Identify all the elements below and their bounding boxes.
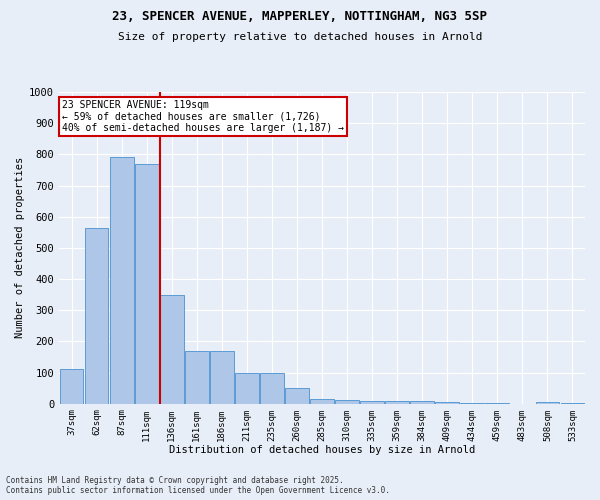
- Bar: [59, 370, 83, 404]
- Bar: [85, 228, 109, 404]
- Text: Contains HM Land Registry data © Crown copyright and database right 2025.
Contai: Contains HM Land Registry data © Crown c…: [6, 476, 390, 495]
- Text: Size of property relative to detached houses in Arnold: Size of property relative to detached ho…: [118, 32, 482, 42]
- Text: 23, SPENCER AVENUE, MAPPERLEY, NOTTINGHAM, NG3 5SP: 23, SPENCER AVENUE, MAPPERLEY, NOTTINGHA…: [113, 10, 487, 23]
- Bar: [410, 401, 434, 404]
- Bar: [460, 403, 484, 404]
- Bar: [110, 158, 134, 404]
- Bar: [310, 399, 334, 404]
- X-axis label: Distribution of detached houses by size in Arnold: Distribution of detached houses by size …: [169, 445, 475, 455]
- Bar: [260, 374, 284, 404]
- Bar: [560, 403, 584, 404]
- Bar: [335, 400, 359, 404]
- Bar: [536, 402, 559, 404]
- Bar: [160, 295, 184, 404]
- Bar: [135, 164, 158, 404]
- Y-axis label: Number of detached properties: Number of detached properties: [15, 157, 25, 338]
- Text: 23 SPENCER AVENUE: 119sqm
← 59% of detached houses are smaller (1,726)
40% of se: 23 SPENCER AVENUE: 119sqm ← 59% of detac…: [62, 100, 344, 133]
- Bar: [485, 403, 509, 404]
- Bar: [360, 401, 384, 404]
- Bar: [185, 352, 209, 404]
- Bar: [285, 388, 309, 404]
- Bar: [436, 402, 459, 404]
- Bar: [235, 374, 259, 404]
- Bar: [385, 401, 409, 404]
- Bar: [210, 352, 234, 404]
